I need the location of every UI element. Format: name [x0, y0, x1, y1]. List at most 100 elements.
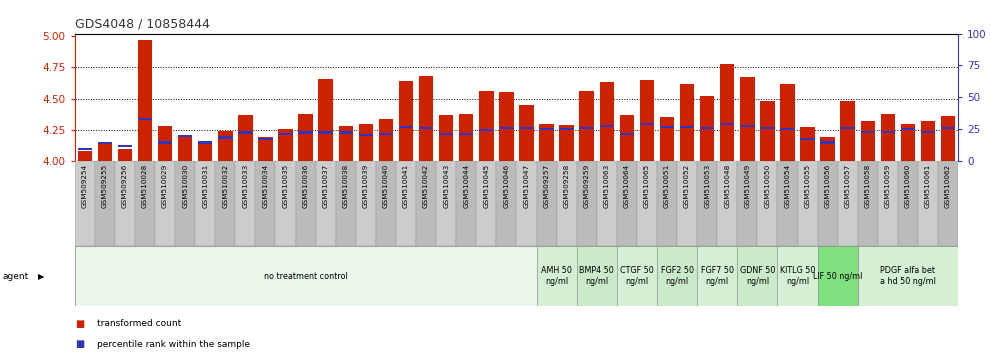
- Bar: [479, 129, 494, 131]
- Bar: [319, 131, 333, 133]
- Bar: [456, 161, 476, 246]
- Text: GSM510062: GSM510062: [945, 164, 951, 208]
- Bar: [339, 126, 353, 161]
- Bar: [378, 133, 393, 135]
- Bar: [258, 137, 273, 161]
- Text: GSM510045: GSM510045: [483, 164, 489, 208]
- Text: GSM510042: GSM510042: [423, 164, 429, 208]
- Bar: [459, 114, 473, 161]
- Text: GSM510044: GSM510044: [463, 164, 469, 208]
- Text: GDS4048 / 10858444: GDS4048 / 10858444: [75, 18, 209, 31]
- Bar: [157, 126, 172, 161]
- Text: GSM510043: GSM510043: [443, 164, 449, 208]
- Bar: [580, 91, 594, 161]
- Bar: [841, 127, 855, 129]
- Bar: [560, 128, 574, 131]
- Bar: [499, 127, 514, 129]
- Bar: [858, 161, 877, 246]
- Bar: [880, 131, 895, 133]
- Bar: [900, 128, 915, 131]
- Bar: [118, 145, 132, 147]
- Bar: [657, 246, 697, 306]
- Text: GSM510055: GSM510055: [805, 164, 811, 208]
- Text: no treatment control: no treatment control: [264, 272, 348, 281]
- Bar: [918, 161, 938, 246]
- Bar: [720, 64, 734, 161]
- Text: GSM510031: GSM510031: [202, 164, 208, 208]
- Bar: [218, 131, 232, 161]
- Bar: [339, 131, 353, 133]
- Bar: [560, 125, 574, 161]
- Bar: [577, 246, 617, 306]
- Text: GSM510038: GSM510038: [343, 164, 349, 208]
- Bar: [838, 161, 858, 246]
- Bar: [336, 161, 356, 246]
- Bar: [519, 127, 534, 129]
- Bar: [316, 161, 336, 246]
- Bar: [137, 40, 152, 161]
- Bar: [760, 127, 775, 129]
- Bar: [416, 161, 436, 246]
- Bar: [516, 161, 537, 246]
- Bar: [760, 101, 775, 161]
- Bar: [737, 161, 757, 246]
- Bar: [697, 161, 717, 246]
- Bar: [519, 105, 534, 161]
- Text: GSM510054: GSM510054: [785, 164, 791, 208]
- Text: GSM510032: GSM510032: [222, 164, 228, 208]
- Bar: [720, 123, 734, 125]
- Bar: [657, 161, 677, 246]
- Text: GSM510048: GSM510048: [724, 164, 730, 208]
- Bar: [319, 79, 333, 161]
- Text: GSM510029: GSM510029: [162, 164, 168, 208]
- Text: GSM510033: GSM510033: [242, 164, 248, 208]
- Bar: [255, 161, 276, 246]
- Bar: [921, 131, 935, 133]
- Bar: [419, 127, 433, 129]
- Bar: [78, 148, 92, 150]
- Bar: [880, 114, 895, 161]
- Text: LIF 50 ng/ml: LIF 50 ng/ml: [813, 272, 863, 281]
- Bar: [600, 82, 614, 161]
- Text: GSM510037: GSM510037: [323, 164, 329, 208]
- Text: GSM509258: GSM509258: [564, 164, 570, 208]
- Bar: [215, 161, 235, 246]
- Bar: [378, 119, 393, 161]
- Bar: [98, 144, 112, 161]
- Bar: [98, 142, 112, 144]
- Bar: [557, 161, 577, 246]
- Bar: [778, 161, 798, 246]
- Text: GSM509255: GSM509255: [102, 164, 108, 208]
- Bar: [155, 161, 175, 246]
- Bar: [900, 124, 915, 161]
- Bar: [398, 126, 413, 128]
- Bar: [798, 161, 818, 246]
- Bar: [801, 127, 815, 161]
- Text: FGF2 50
ng/ml: FGF2 50 ng/ml: [660, 267, 693, 286]
- Text: GSM509254: GSM509254: [82, 164, 88, 208]
- Bar: [620, 115, 634, 161]
- Bar: [938, 161, 958, 246]
- Bar: [620, 133, 634, 135]
- Bar: [235, 161, 255, 246]
- Bar: [78, 151, 92, 161]
- Bar: [801, 138, 815, 140]
- Text: GSM510051: GSM510051: [664, 164, 670, 208]
- Text: agent: agent: [3, 272, 29, 281]
- Text: GSM510030: GSM510030: [182, 164, 188, 208]
- Bar: [276, 161, 296, 246]
- Bar: [680, 126, 694, 128]
- Bar: [818, 161, 838, 246]
- Bar: [238, 131, 253, 133]
- Text: GSM510063: GSM510063: [604, 164, 610, 208]
- Bar: [737, 246, 778, 306]
- Bar: [841, 101, 855, 161]
- Bar: [118, 149, 132, 161]
- Bar: [198, 144, 212, 161]
- Bar: [476, 161, 496, 246]
- Text: ■: ■: [75, 319, 84, 329]
- Bar: [858, 246, 958, 306]
- Text: GDNF 50
ng/ml: GDNF 50 ng/ml: [740, 267, 775, 286]
- Bar: [941, 127, 955, 129]
- Bar: [539, 124, 554, 161]
